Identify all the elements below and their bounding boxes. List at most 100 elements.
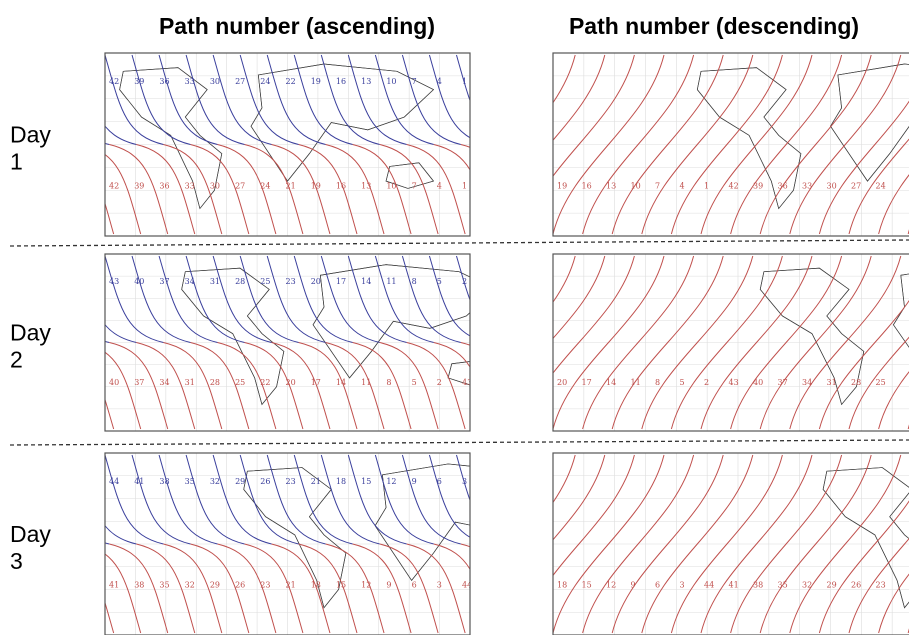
path-number: 1 (462, 181, 467, 190)
path-number: 14 (361, 277, 371, 286)
path-number: 16 (336, 181, 346, 190)
path-number: 27 (235, 77, 245, 86)
path-number: 11 (361, 378, 371, 387)
path-number: 8 (655, 378, 660, 387)
row-label: Day (10, 521, 51, 547)
path-number: 35 (159, 581, 169, 590)
path-number: 21 (311, 477, 321, 486)
path-number: 22 (286, 77, 296, 86)
path-number: 8 (386, 378, 391, 387)
path-number: 36 (159, 181, 169, 190)
path-number: 9 (631, 581, 636, 590)
path-number: 23 (876, 581, 886, 590)
figure: Path number (ascending) Path number (des… (0, 0, 909, 635)
path-number: 34 (159, 378, 169, 387)
path-number: 34 (802, 378, 812, 387)
path-number: 15 (336, 581, 346, 590)
map-panel: 1815129634441383532292623 (435, 453, 909, 635)
path-number: 44 (462, 581, 472, 590)
path-number: 7 (412, 181, 417, 190)
path-number: 6 (412, 581, 417, 590)
path-number: 26 (260, 477, 270, 486)
path-number: 41 (729, 581, 739, 590)
column-header: Path number (descending) (569, 13, 859, 39)
path-number: 30 (210, 181, 220, 190)
path-number: 7 (412, 77, 417, 86)
path-number: 15 (582, 581, 592, 590)
coastline (510, 562, 557, 587)
path-number: 33 (185, 77, 195, 86)
path-number: 39 (134, 77, 144, 86)
path-number: 13 (361, 77, 371, 86)
path-number: 10 (386, 77, 396, 86)
path-number: 3 (462, 477, 467, 486)
path-number: 9 (412, 477, 417, 486)
path-number: 37 (134, 378, 144, 387)
path-number: 18 (311, 581, 321, 590)
path-number: 33 (185, 181, 195, 190)
path-number: 29 (235, 477, 245, 486)
ground-track (51, 256, 109, 343)
path-number: 33 (802, 181, 812, 190)
ground-track (484, 55, 542, 145)
path-number: 4 (437, 181, 442, 190)
path-number: 4 (680, 181, 685, 190)
path-number: 23 (286, 277, 296, 286)
path-number: 44 (109, 477, 119, 486)
path-number: 8 (412, 277, 417, 286)
coastline (510, 562, 557, 587)
path-number: 6 (655, 581, 660, 590)
ground-track (484, 256, 542, 343)
path-number: 38 (134, 581, 144, 590)
path-number: 28 (210, 378, 220, 387)
path-number: 1 (704, 181, 709, 190)
path-number: 13 (606, 181, 616, 190)
path-number: 6 (437, 477, 442, 486)
path-number: 34 (185, 277, 195, 286)
path-number: 5 (412, 378, 417, 387)
path-number: 39 (134, 181, 144, 190)
ground-track (488, 343, 546, 430)
path-number: 12 (386, 477, 396, 486)
row-divider (10, 440, 909, 445)
path-number: 17 (582, 378, 592, 387)
path-number: 29 (827, 581, 837, 590)
page: Path number (ascending) Path number (des… (0, 0, 909, 635)
path-number: 37 (159, 277, 169, 286)
path-number: 32 (802, 581, 812, 590)
path-number: 15 (361, 477, 371, 486)
path-number: 35 (185, 477, 195, 486)
path-number: 2 (437, 378, 442, 387)
path-number: 10 (631, 181, 641, 190)
path-number: 16 (582, 181, 592, 190)
path-number: 31 (210, 277, 220, 286)
path-number: 4 (437, 77, 442, 86)
path-number: 31 (827, 378, 837, 387)
path-number: 13 (361, 181, 371, 190)
path-number: 20 (286, 378, 296, 387)
path-number: 28 (235, 277, 245, 286)
path-number: 43 (729, 378, 739, 387)
path-number: 2 (704, 378, 709, 387)
path-number: 7 (655, 181, 660, 190)
path-number: 12 (361, 581, 371, 590)
row-divider (10, 240, 909, 246)
path-number: 42 (109, 77, 119, 86)
path-number: 5 (680, 378, 685, 387)
path-number: 38 (159, 477, 169, 486)
row-label: 2 (10, 347, 23, 373)
path-number: 41 (134, 477, 144, 486)
path-number: 37 (778, 378, 788, 387)
path-number: 12 (606, 581, 616, 590)
ground-track (488, 145, 546, 235)
path-number: 22 (260, 378, 270, 387)
path-number: 21 (286, 181, 296, 190)
path-number: 41 (109, 581, 119, 590)
path-number: 19 (311, 77, 321, 86)
path-number: 29 (210, 581, 220, 590)
path-number: 17 (336, 277, 346, 286)
path-number: 31 (185, 378, 195, 387)
path-number: 2 (462, 277, 467, 286)
path-number: 17 (311, 378, 321, 387)
path-number: 3 (680, 581, 685, 590)
